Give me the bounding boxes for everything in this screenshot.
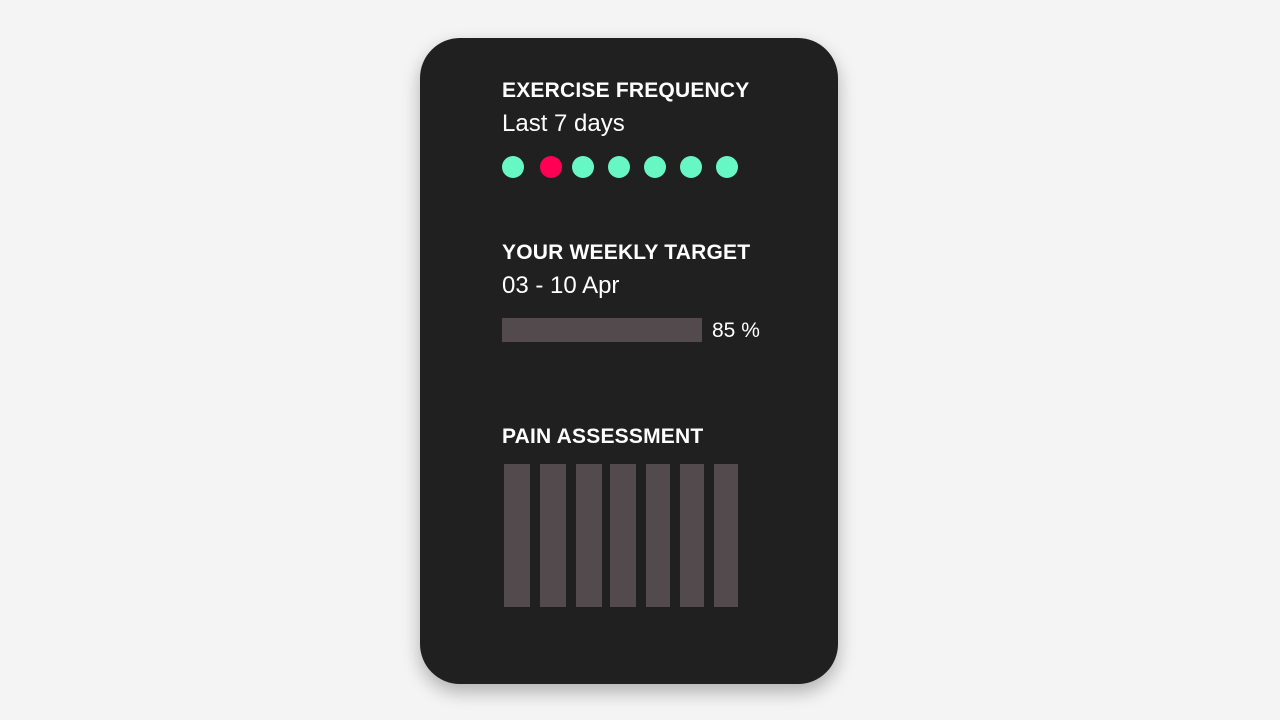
pain-bar: [680, 464, 704, 607]
day-indicator-missed: [540, 156, 562, 178]
weekly-target-progress-bar: [502, 318, 702, 342]
pain-bar: [576, 464, 602, 607]
day-indicator-done: [644, 156, 666, 178]
weekly-target-range: 03 - 10 Apr: [502, 272, 620, 299]
weekly-target-title: YOUR WEEKLY TARGET: [502, 241, 751, 264]
exercise-frequency-title: EXERCISE FREQUENCY: [502, 79, 750, 102]
pain-bar: [610, 464, 636, 607]
pain-bar: [646, 464, 670, 607]
health-summary-card: EXERCISE FREQUENCY Last 7 days YOUR WEEK…: [420, 38, 838, 684]
exercise-period: Last 7 days: [502, 110, 625, 137]
weekly-target-percent: 85 %: [712, 319, 760, 342]
progress-fill: [502, 318, 672, 342]
pain-bar: [540, 464, 566, 607]
pain-bar: [504, 464, 530, 607]
day-indicator-done: [502, 156, 524, 178]
day-indicator-done: [716, 156, 738, 178]
day-indicator-done: [572, 156, 594, 178]
day-indicator-done: [608, 156, 630, 178]
day-indicator-done: [680, 156, 702, 178]
pain-bar: [714, 464, 738, 607]
pain-assessment-title: PAIN ASSESSMENT: [502, 425, 704, 448]
